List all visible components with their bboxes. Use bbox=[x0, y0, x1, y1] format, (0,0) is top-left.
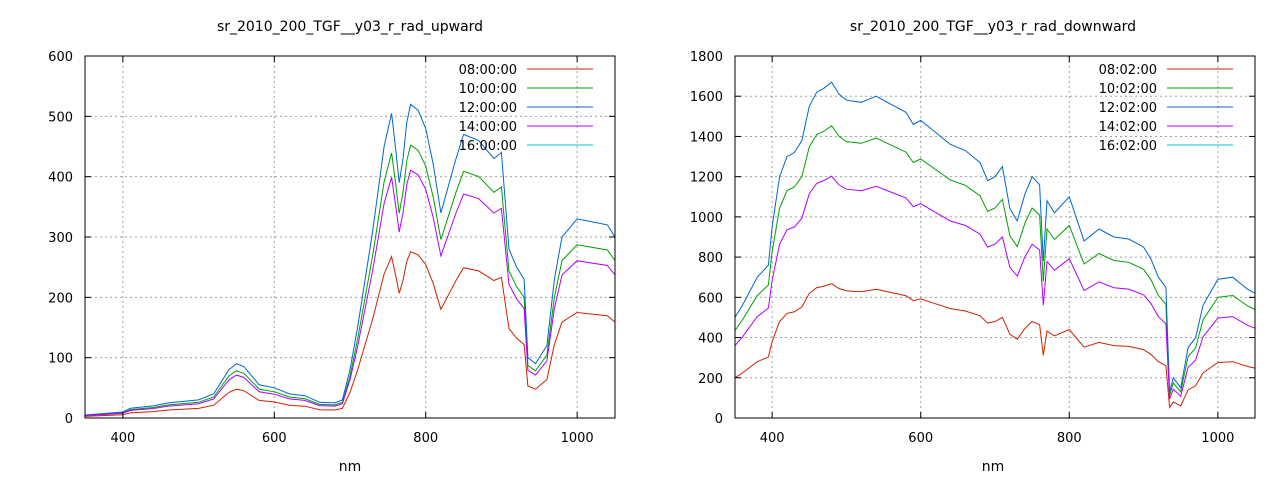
legend-label-4: 14:02:00 bbox=[1099, 120, 1157, 135]
y-tick-label: 0 bbox=[65, 412, 73, 427]
legend-label-3: 12:00:00 bbox=[459, 101, 517, 116]
series-line-4 bbox=[84, 169, 616, 417]
y-tick-label: 0 bbox=[715, 412, 723, 427]
chart-downward: sr_2010_200_TGF__y03_r_rad_downward nm 4… bbox=[690, 19, 1256, 475]
series-line-3 bbox=[734, 81, 1256, 393]
series-line-1 bbox=[84, 251, 616, 417]
y-tick-label: 300 bbox=[48, 231, 73, 246]
y-tick-label: 600 bbox=[698, 291, 723, 306]
series-line-2 bbox=[734, 125, 1256, 396]
series-line-3 bbox=[84, 103, 616, 416]
y-tick-label: 600 bbox=[48, 50, 73, 65]
x-tick-label: 600 bbox=[262, 431, 287, 446]
x-tick-label: 800 bbox=[1057, 431, 1082, 446]
x-tick-label: 600 bbox=[908, 431, 933, 446]
chart-downward-xlabel: nm bbox=[982, 459, 1005, 475]
legend-label-2: 10:00:00 bbox=[459, 82, 517, 97]
plot-frame bbox=[734, 55, 1256, 419]
legend-label-1: 08:02:00 bbox=[1099, 63, 1157, 78]
y-tick-label: 100 bbox=[48, 352, 73, 367]
chart-upward: sr_2010_200_TGF__y03_r_rad_upward nm 400… bbox=[48, 19, 616, 475]
y-tick-label: 500 bbox=[48, 110, 73, 125]
x-tick-label: 1000 bbox=[561, 431, 594, 446]
y-tick-label: 400 bbox=[48, 171, 73, 186]
chart-upward-title: sr_2010_200_TGF__y03_r_rad_upward bbox=[217, 19, 483, 35]
legend-label-5: 16:02:00 bbox=[1099, 139, 1157, 154]
series-line-1 bbox=[734, 283, 1256, 409]
legend-label-2: 10:02:00 bbox=[1099, 82, 1157, 97]
legend-label-3: 12:02:00 bbox=[1099, 101, 1157, 116]
legend-label-4: 14:00:00 bbox=[459, 120, 517, 135]
x-tick-label: 400 bbox=[760, 431, 785, 446]
y-tick-label: 200 bbox=[698, 372, 723, 387]
y-tick-label: 800 bbox=[698, 251, 723, 266]
y-tick-label: 1200 bbox=[690, 171, 723, 186]
x-tick-label: 800 bbox=[413, 431, 438, 446]
y-tick-label: 1400 bbox=[690, 130, 723, 145]
x-tick-label: 400 bbox=[110, 431, 135, 446]
y-tick-label: 1000 bbox=[690, 211, 723, 226]
y-tick-label: 400 bbox=[698, 332, 723, 347]
x-tick-label: 1000 bbox=[1201, 431, 1234, 446]
y-tick-label: 1600 bbox=[690, 90, 723, 105]
series-line-4 bbox=[734, 175, 1256, 400]
y-tick-label: 1800 bbox=[690, 50, 723, 65]
y-tick-label: 200 bbox=[48, 291, 73, 306]
chart-upward-xlabel: nm bbox=[339, 459, 362, 475]
chart-downward-title: sr_2010_200_TGF__y03_r_rad_downward bbox=[850, 19, 1136, 35]
legend-label-1: 08:00:00 bbox=[459, 63, 517, 78]
legend-label-5: 16:00:00 bbox=[459, 139, 517, 154]
